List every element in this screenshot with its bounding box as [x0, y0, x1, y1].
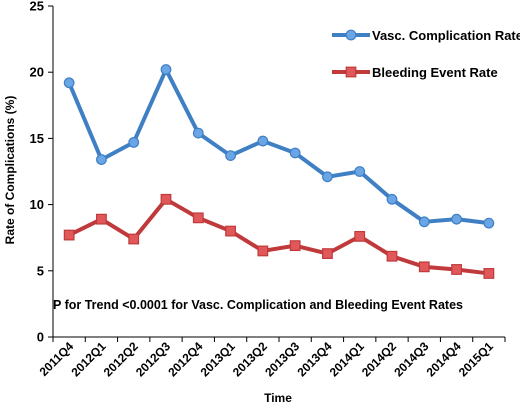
legend-item: Vasc. Complication Rate	[332, 28, 520, 43]
x-axis-title: Time	[264, 391, 292, 405]
legend: Vasc. Complication Rate Bleeding Event Ra…	[332, 28, 520, 80]
x-tick-label: 2013Q4	[294, 339, 334, 379]
y-tick-label: 20	[30, 65, 44, 80]
data-point	[322, 171, 333, 183]
legend-label: Bleeding Event Rate	[372, 65, 498, 80]
y-tick-label: 0	[37, 330, 44, 345]
data-point	[63, 77, 75, 89]
y-tick-label: 15	[30, 131, 44, 146]
x-tick-label: 2014Q4	[424, 339, 464, 379]
data-point	[483, 268, 495, 279]
data-point	[418, 216, 430, 228]
data-point	[451, 213, 462, 225]
data-point	[257, 135, 269, 147]
series-bleeding-event	[63, 193, 495, 279]
data-point	[225, 225, 236, 237]
data-point	[160, 193, 172, 205]
data-point	[96, 154, 107, 165]
data-point	[192, 212, 204, 224]
legend-item: Bleeding Event Rate	[332, 65, 498, 80]
data-point	[354, 230, 366, 242]
legend-marker	[345, 29, 357, 41]
x-tick-label: 2014Q2	[359, 339, 399, 379]
trend-annotation: P for Trend <0.0001 for Vasc. Complicati…	[53, 298, 463, 312]
series-line	[67, 67, 490, 226]
data-point	[225, 150, 236, 162]
data-point	[289, 240, 301, 252]
x-ticks: 2011Q42012Q12012Q22012Q32012Q42013Q12013…	[37, 337, 506, 379]
data-point	[96, 213, 107, 225]
data-point	[386, 250, 398, 262]
x-tick-label: 2014Q1	[327, 339, 367, 379]
data-point	[354, 166, 366, 177]
y-axis-title: Rate of Complications (%)	[3, 96, 17, 245]
x-tick-label: 2015Q1	[456, 339, 496, 379]
y-tick-label: 10	[30, 197, 44, 212]
x-tick-label: 2014Q3	[391, 339, 431, 379]
data-point	[322, 248, 333, 259]
data-point	[418, 261, 430, 273]
data-point	[128, 136, 140, 148]
legend-marker	[345, 66, 357, 78]
x-tick-label: 2013Q2	[230, 339, 270, 379]
x-tick-label: 2012Q1	[68, 339, 108, 379]
x-tick-label: 2012Q2	[101, 339, 141, 379]
data-point	[160, 64, 172, 75]
y-tick-label: 25	[30, 0, 44, 14]
x-tick-label: 2012Q3	[133, 339, 173, 379]
y-tick-label: 5	[37, 263, 44, 278]
data-point	[451, 264, 462, 275]
data-point	[483, 217, 495, 229]
x-tick-label: 2012Q4	[165, 339, 205, 379]
legend-label: Vasc. Complication Rate	[372, 28, 520, 43]
axes	[52, 6, 505, 338]
data-point	[257, 245, 269, 257]
series-vasc-complication	[63, 64, 495, 229]
series-layer	[63, 64, 495, 279]
data-point	[63, 229, 75, 241]
x-tick-label: 2013Q3	[262, 339, 302, 379]
data-point	[386, 193, 398, 205]
data-point	[192, 127, 204, 139]
x-tick-label: 2013Q1	[198, 339, 238, 379]
y-ticks: 0 5 10 15 20 25	[30, 0, 53, 345]
data-point	[128, 233, 140, 245]
data-point	[289, 147, 301, 159]
